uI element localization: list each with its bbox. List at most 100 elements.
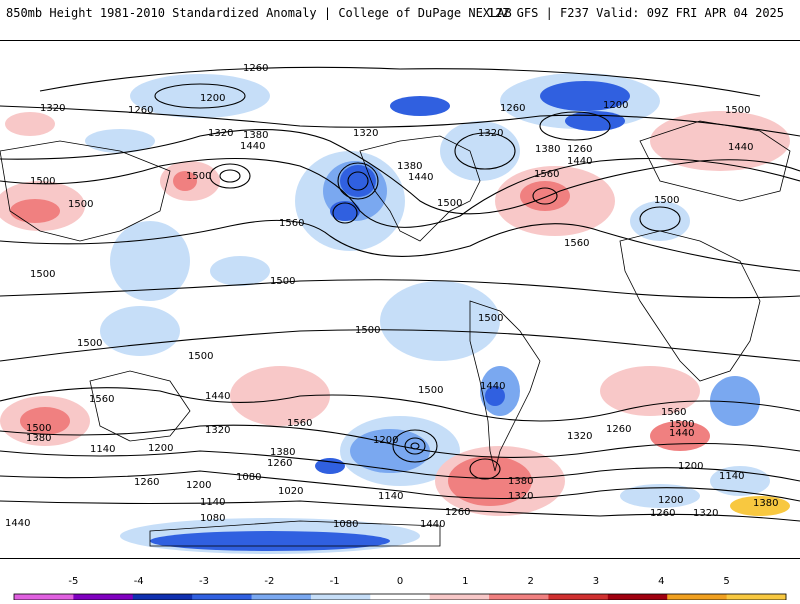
contour-label: 1500: [26, 423, 51, 434]
colorbar-segment: [429, 594, 490, 600]
contour-label: 1140: [90, 444, 115, 455]
map-panel: 1260 1200 1320 1260 1320 1380 1440 1320 …: [0, 40, 800, 559]
colorbar-tick-label: 0: [397, 576, 403, 587]
contour-label: 1500: [654, 195, 679, 206]
contour-label: 1380: [535, 144, 560, 155]
contour-label: 1320: [208, 128, 233, 139]
colorbar-segments: [13, 593, 787, 601]
colorbar-segment: [192, 594, 253, 600]
contour-label: 1500: [30, 269, 55, 280]
colorbar-tick-label: -1: [330, 576, 340, 587]
contour-label: 1440: [480, 381, 505, 392]
contour-label: 1320: [508, 491, 533, 502]
contour-label: 1560: [89, 394, 114, 405]
colorbar-segment: [310, 594, 371, 600]
contour-label: 1440: [240, 141, 265, 152]
contour-label: 1200: [678, 461, 703, 472]
colorbar-tick-label: -3: [199, 576, 209, 587]
colorbar-tick-label: 1: [462, 576, 468, 587]
contour-label: 1560: [279, 218, 304, 229]
colorbar-segment: [489, 594, 549, 600]
contour-label: 1260: [500, 103, 525, 114]
colorbar-tick-label: 3: [593, 576, 599, 587]
colorbar-ticks: -5 -4 -3 -2 -1 0 1 2 3 4 5: [68, 576, 729, 587]
contour-labels: 1260 1200 1320 1260 1320 1380 1440 1320 …: [5, 63, 778, 530]
contour-label: 1500: [437, 198, 462, 209]
contour-label: 1260: [606, 424, 631, 435]
contour-label: 1380: [397, 161, 422, 172]
contour-label: 1500: [30, 176, 55, 187]
contour-label: 1380: [508, 476, 533, 487]
colorbar-tick-label: -5: [68, 576, 78, 587]
contour-label: 1260: [650, 508, 675, 519]
colorbar-legend: -5 -4 -3 -2 -1 0 1 2 3 4 5: [0, 570, 800, 601]
header-bar: 850mb Height 1981-2010 Standardized Anom…: [0, 0, 800, 28]
contour-label: 1440: [5, 518, 30, 529]
colorbar-segment: [251, 594, 312, 600]
contour-label: 1500: [418, 385, 443, 396]
colorbar: -5 -4 -3 -2 -1 0 1 2 3 4 5: [13, 576, 787, 601]
contour-label: 1440: [728, 142, 753, 153]
positive-anomaly-shading: [0, 111, 790, 516]
colorbar-segment: [370, 594, 431, 600]
colorbar-segment: [73, 594, 134, 600]
contour-label: 1080: [236, 472, 261, 483]
contour-label: 1440: [669, 428, 694, 439]
contour-label: 1500: [355, 325, 380, 336]
contour-label: 1560: [564, 238, 589, 249]
contour-label: 1440: [420, 519, 445, 530]
contour-label: 1500: [68, 199, 93, 210]
contour-label: 1200: [658, 495, 683, 506]
contour-label: 1560: [534, 169, 559, 180]
contour-label: 1320: [205, 425, 230, 436]
colorbar-tick-label: 5: [723, 576, 729, 587]
contour-label: 1200: [603, 100, 628, 111]
contour-label: 1320: [478, 128, 503, 139]
contour-label: 1380: [270, 447, 295, 458]
contour-label: 1380: [243, 130, 268, 141]
colorbar-segment: [607, 594, 668, 600]
contour-label: 1320: [40, 103, 65, 114]
contour-label: 1500: [270, 276, 295, 287]
contour-label: 1500: [669, 419, 694, 430]
contour-label: 1200: [148, 443, 173, 454]
contour-label: 1200: [200, 93, 225, 104]
negative-anomaly-shading: [85, 73, 770, 554]
contour-label: 1320: [693, 508, 718, 519]
contour-label: 1560: [287, 418, 312, 429]
colorbar-tick-label: 4: [658, 576, 664, 587]
contour-label: 1200: [186, 480, 211, 491]
contour-label: 1440: [205, 391, 230, 402]
colorbar-segment: [667, 594, 728, 600]
contour-label: 1200: [373, 435, 398, 446]
contour-label: 1320: [567, 431, 592, 442]
colorbar-tick-label: -4: [134, 576, 144, 587]
contour-label: 1140: [200, 497, 225, 508]
contour-label: 1500: [186, 171, 211, 182]
map-title: 850mb Height 1981-2010 Standardized Anom…: [6, 6, 512, 20]
contour-label: 1260: [267, 458, 292, 469]
contour-label: 1500: [725, 105, 750, 116]
colorbar-segment: [132, 594, 193, 600]
anomaly-map: 1260 1200 1320 1260 1320 1380 1440 1320 …: [0, 63, 800, 554]
contour-label: 1140: [719, 471, 744, 482]
colorbar-segment: [548, 594, 609, 600]
height-contours: [0, 66, 800, 522]
colorbar-segment: [726, 594, 787, 600]
contour-label: 1500: [478, 313, 503, 324]
contour-label: 1020: [278, 486, 303, 497]
contour-label: 1560: [661, 407, 686, 418]
run-info: 12Z GFS | F237 Valid: 09Z FRI APR 04 202…: [487, 6, 784, 20]
contour-label: 1260: [134, 477, 159, 488]
contour-label: 1320: [353, 128, 378, 139]
contour-label: 1260: [567, 144, 592, 155]
contour-label: 1080: [200, 513, 225, 524]
colorbar-tick-label: -2: [264, 576, 274, 587]
contour-label: 1260: [445, 507, 470, 518]
contour-label: 1500: [77, 338, 102, 349]
contour-label: 1080: [333, 519, 358, 530]
contour-label: 1500: [188, 351, 213, 362]
contour-label: 1260: [243, 63, 268, 74]
contour-label: 1380: [26, 433, 51, 444]
contour-label: 1380: [753, 498, 778, 509]
